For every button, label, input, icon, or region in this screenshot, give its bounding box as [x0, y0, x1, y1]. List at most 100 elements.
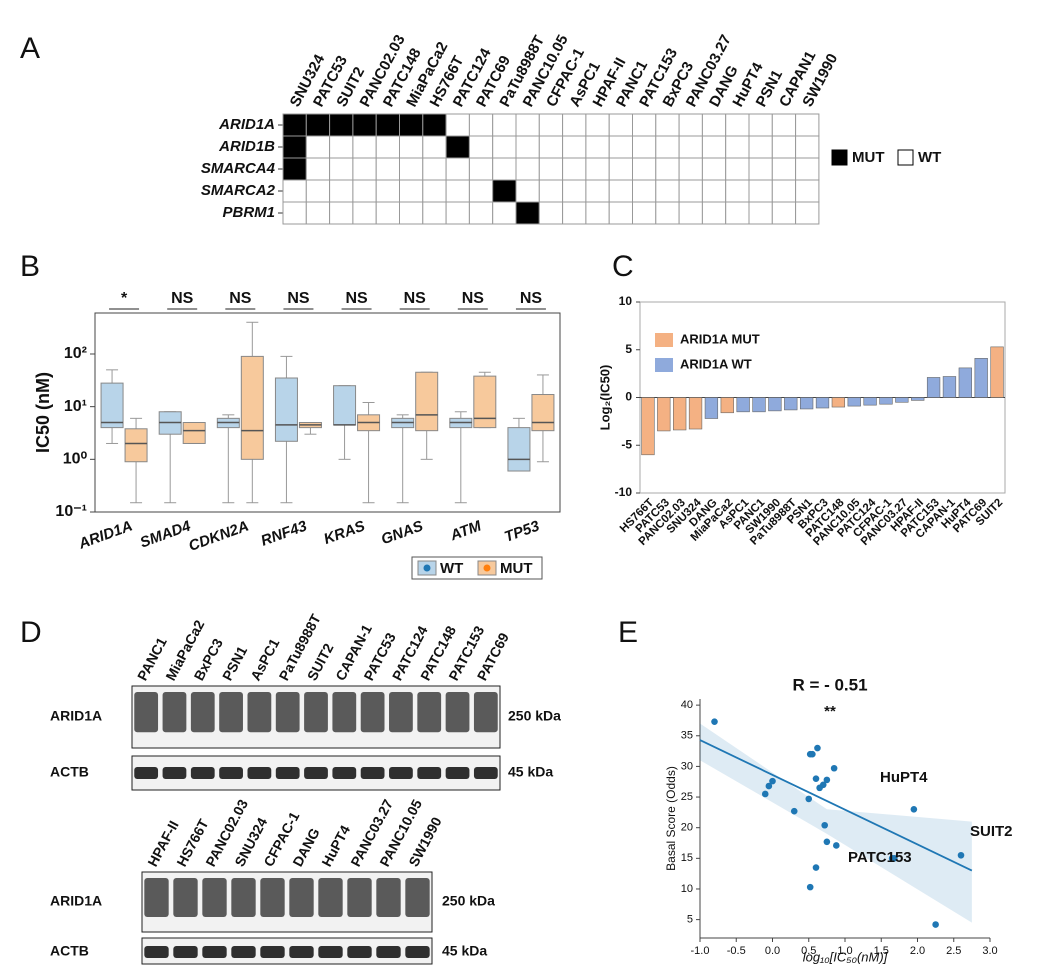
cell: [399, 157, 424, 181]
cell: [468, 113, 494, 137]
band-size: 250 kDa: [508, 708, 561, 724]
cell: [329, 135, 354, 159]
cell: [352, 201, 377, 225]
point: [790, 807, 798, 815]
cell: [701, 179, 727, 203]
cell: [771, 179, 797, 203]
cell: [701, 157, 727, 181]
cell: [399, 135, 424, 159]
cell: [422, 201, 447, 225]
x-tick-label: KRAS: [322, 518, 368, 549]
cell: [422, 157, 447, 181]
x-tick-label: ATM: [447, 517, 484, 544]
y-tick-label: 30: [681, 760, 693, 772]
cell: [748, 135, 773, 159]
band-size: 45 kDa: [442, 943, 487, 959]
cell: [352, 113, 377, 137]
y-tick-label: -5: [621, 437, 632, 451]
y-tick-label: 10: [681, 883, 693, 895]
legend-label: ARID1A WT: [680, 356, 752, 371]
cell: [795, 157, 820, 181]
cell: [562, 135, 587, 159]
cell: [632, 113, 657, 137]
cell: [585, 113, 610, 137]
blot-band: [173, 946, 198, 958]
cell: [445, 135, 470, 159]
y-tick-label: 10¹: [64, 398, 87, 415]
blot-band: [405, 946, 430, 958]
blot-band: [389, 692, 413, 733]
cell: [562, 113, 587, 137]
blot-band: [144, 878, 169, 917]
cell: [725, 201, 750, 225]
cell: [632, 201, 657, 225]
cell: [538, 135, 564, 159]
blot-band: [304, 692, 328, 733]
bar: [641, 397, 655, 456]
significance: NS: [229, 290, 252, 307]
cell: [725, 113, 750, 137]
blot-band: [134, 767, 159, 779]
cell: [305, 201, 331, 225]
blot-band: [473, 767, 498, 779]
y-tick-label: 0: [625, 390, 632, 404]
significance: NS: [171, 290, 194, 307]
blot-band: [260, 878, 285, 917]
blot-band: [162, 767, 187, 779]
cell: [748, 113, 773, 137]
legend-label: WT: [440, 560, 463, 577]
blot-band: [304, 767, 328, 779]
cell: [585, 157, 610, 181]
cell: [352, 135, 377, 159]
point: [765, 782, 773, 790]
box: [333, 385, 357, 426]
cell: [375, 179, 401, 203]
point-annotation: PATC153: [848, 849, 912, 866]
blot-band: [347, 878, 372, 917]
cell: [608, 179, 634, 203]
cell: [771, 201, 797, 225]
panel-label: A: [20, 32, 40, 65]
cell: [282, 157, 307, 181]
point: [891, 855, 898, 862]
y-tick-label: 15: [681, 852, 693, 864]
cell: [725, 179, 750, 203]
bar: [895, 397, 909, 403]
row-label: ARID1A: [218, 116, 275, 133]
lane-label: PSN1: [219, 643, 250, 683]
cell: [305, 135, 331, 159]
cell: [282, 179, 307, 203]
point: [769, 777, 776, 785]
y-tick-label: 40: [681, 699, 693, 711]
blot-band: [289, 946, 314, 958]
x-tick-label: 1.0: [837, 945, 852, 957]
cell: [492, 201, 517, 225]
cell: [608, 113, 634, 137]
cell: [492, 113, 517, 137]
blot-band: [144, 946, 169, 958]
blot-band: [405, 878, 430, 917]
cell: [515, 157, 540, 181]
blot-band: [360, 692, 385, 733]
blot-band: [231, 878, 256, 917]
cell: [725, 135, 750, 159]
y-tick-label: 10²: [64, 345, 87, 362]
point: [819, 781, 827, 789]
cell: [655, 179, 680, 203]
y-tick-label: 5: [625, 342, 632, 356]
legend-swatch: [897, 149, 914, 166]
bar: [942, 376, 957, 398]
bar: [799, 397, 814, 410]
blot-band: [190, 692, 215, 733]
box: [182, 422, 206, 444]
y-tick-label: 10⁻¹: [55, 503, 87, 520]
blot-band: [219, 692, 243, 733]
blot-band: [376, 946, 401, 958]
point: [809, 750, 816, 758]
x-tick-label: 2.5: [946, 945, 961, 957]
band-label: ACTB: [50, 764, 89, 780]
row-label: SMARCA4: [201, 160, 276, 177]
cell: [795, 201, 820, 225]
legend-label: MUT: [500, 560, 533, 577]
cell: [655, 201, 680, 225]
